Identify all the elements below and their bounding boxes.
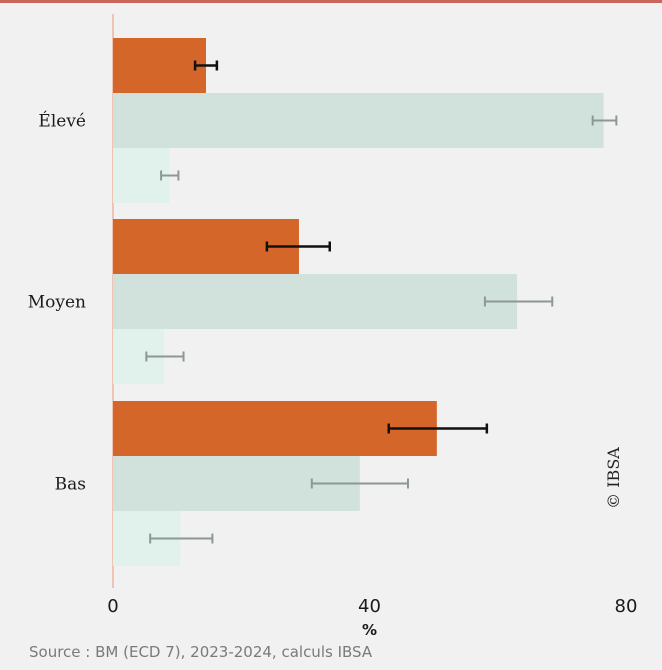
x-tick-labels: 0 40 80 <box>107 596 637 617</box>
bar-1-3 <box>113 401 437 456</box>
bar-3-1 <box>113 148 170 203</box>
error-bar-1-2 <box>265 241 331 252</box>
source-note: Source : BM (ECD 7), 2023-2024, calculs … <box>29 643 373 661</box>
error-bar-3-3 <box>149 533 214 544</box>
x-axis-title: % <box>362 621 377 639</box>
error-bar-3-1 <box>160 170 180 181</box>
x-tick-label: 80 <box>615 596 638 617</box>
bar-1-1 <box>113 38 206 93</box>
error-bar-2-1 <box>591 115 618 126</box>
error-bars-layer <box>145 60 618 544</box>
error-bar-3-2 <box>145 351 185 362</box>
copyright-watermark: © IBSA <box>604 447 623 509</box>
category-labels: Élevé Moyen Bas <box>28 111 86 495</box>
error-bar-2-3 <box>310 478 409 489</box>
bars-layer <box>113 38 604 566</box>
bar-2-1 <box>113 93 604 148</box>
category-label: Bas <box>55 475 86 495</box>
bar-2-2 <box>113 274 517 329</box>
category-label: Élevé <box>38 111 86 132</box>
error-bar-1-3 <box>387 423 489 434</box>
x-tick-label: 0 <box>107 596 118 617</box>
top-accent-rule <box>0 0 662 3</box>
x-tick-label: 40 <box>358 596 381 617</box>
category-label: Moyen <box>28 293 86 313</box>
error-bar-2-2 <box>483 296 554 307</box>
error-bar-1-1 <box>193 60 219 71</box>
